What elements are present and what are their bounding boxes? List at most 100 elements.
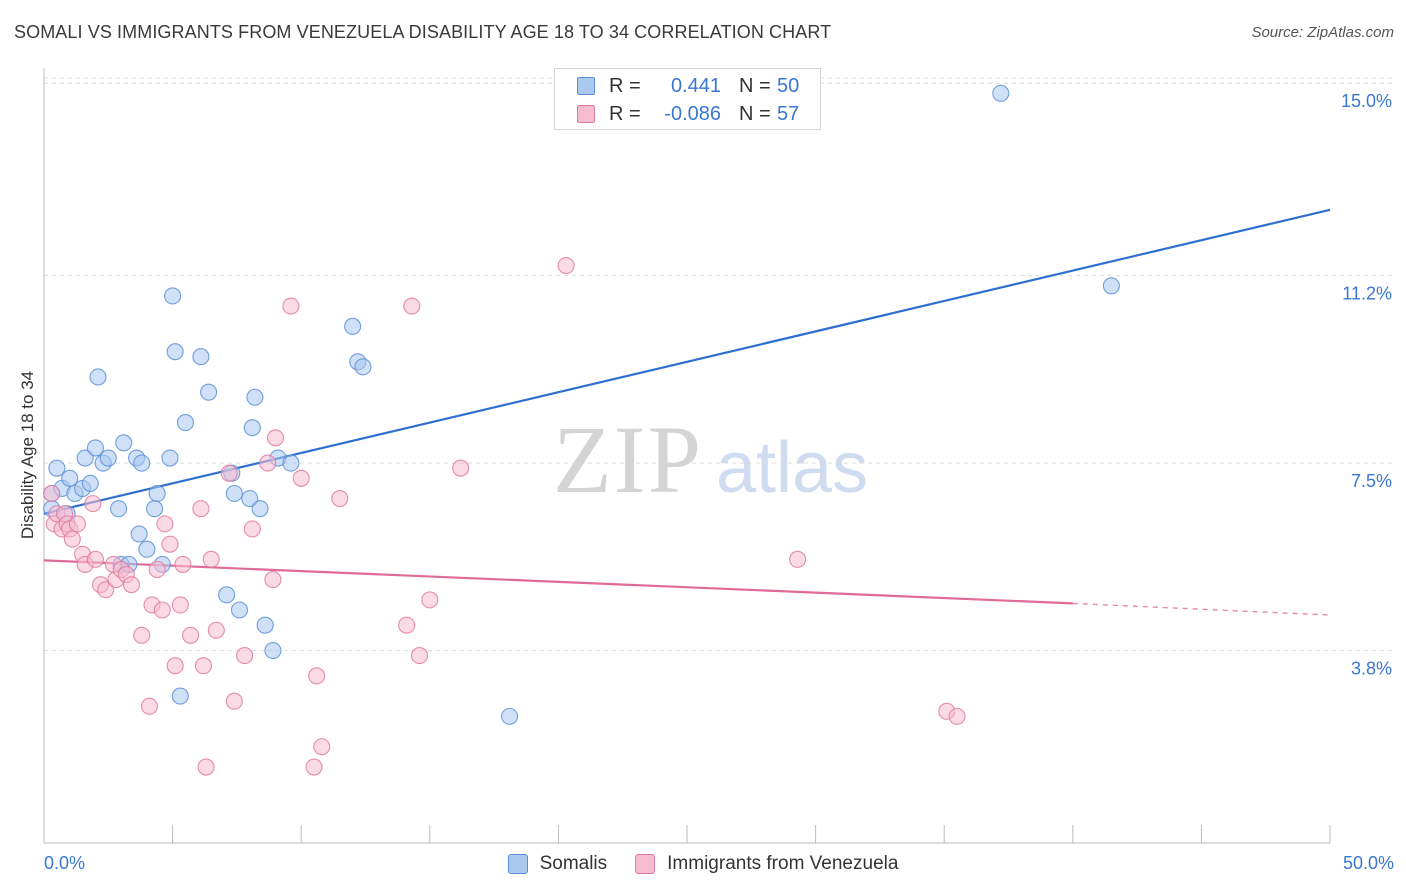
somalis-point <box>176 414 195 432</box>
somalis-point <box>148 484 166 503</box>
somalis-point <box>130 525 148 543</box>
venezuela-point <box>140 697 159 715</box>
venezuela-point <box>156 515 174 533</box>
venezuela-point <box>43 484 61 503</box>
venezuela-point <box>948 707 966 725</box>
grid-lines <box>44 77 1392 652</box>
somalis-point <box>138 540 156 558</box>
venezuela-point <box>63 530 81 548</box>
y-tick-label: 7.5% <box>1351 471 1392 491</box>
watermark-atlas: atlas <box>716 428 868 508</box>
somalis-point <box>161 449 179 467</box>
somalis-point <box>48 459 66 477</box>
somalis-point <box>243 419 261 437</box>
x-tick-label: 0.0% <box>44 853 85 873</box>
venezuela-point <box>197 758 215 776</box>
somalis-point <box>344 317 362 335</box>
venezuela-point <box>410 647 429 665</box>
somalis-point <box>218 586 236 604</box>
legend-label-somalis: Somalis <box>539 853 608 874</box>
somalis-point <box>115 434 133 452</box>
somalis-point <box>256 616 274 634</box>
venezuela-point <box>166 657 184 675</box>
y-tick-label: 3.8% <box>1351 659 1392 679</box>
venezuela-trend-line <box>43 559 1073 605</box>
legend-row-somalis: R = 0.441 N = 50 <box>555 72 807 100</box>
venezuela-point <box>68 515 86 533</box>
venezuela-trend-extension <box>1072 602 1331 616</box>
legend-swatch-venezuela <box>635 854 656 874</box>
somalis-point <box>251 500 269 518</box>
somalis-point <box>61 469 79 487</box>
venezuela-point <box>266 429 285 447</box>
venezuela-point <box>305 758 323 776</box>
chart-title: SOMALI VS IMMIGRANTS FROM VENEZUELA DISA… <box>14 22 832 42</box>
watermark: ZIP atlas <box>553 406 868 513</box>
somalis-point <box>171 687 189 705</box>
venezuela-point <box>153 601 171 619</box>
venezuela-point <box>421 591 439 609</box>
venezuela-point <box>308 667 326 685</box>
venezuela-point <box>86 550 104 568</box>
somalis-point <box>200 383 218 401</box>
source-label: Source: ZipAtlas.com <box>1251 24 1394 41</box>
venezuela-point <box>97 581 115 599</box>
venezuela-point <box>202 550 220 568</box>
venezuela-point <box>122 576 140 594</box>
somalis-point <box>1102 277 1120 295</box>
venezuela-point <box>84 495 102 513</box>
legend-r-value: 0.441 <box>670 74 721 97</box>
y-tick-label: 15.0% <box>1341 91 1392 111</box>
legend-swatch-venezuela <box>577 105 595 123</box>
legend-swatch-somalis <box>507 854 528 874</box>
somalis-trend-line <box>43 208 1331 515</box>
somalis-point <box>192 348 210 366</box>
somalis-point <box>76 449 94 467</box>
watermark-zip: ZIP <box>553 406 703 513</box>
legend-r-label: R = <box>609 74 641 97</box>
venezuela-point <box>403 297 421 315</box>
venezuela-point <box>174 555 192 573</box>
venezuela-point <box>259 454 277 472</box>
tick-labels: 3.8% 7.5% 11.2% 15.0% 0.0% 50.0% <box>44 91 1394 873</box>
series-legend: Somalis Immigrants from Venezuela <box>0 852 1406 876</box>
venezuela-point <box>148 560 166 579</box>
somalis-point <box>86 439 104 457</box>
legend-r-value: -0.086 <box>664 102 721 125</box>
correlation-legend: R = 0.441 N = 50 R = -0.086 N = 57 <box>554 68 821 130</box>
y-tick-label: 11.2% <box>1342 284 1392 304</box>
venezuela-point <box>207 621 225 639</box>
legend-n-value: 50 <box>777 74 800 97</box>
legend-n-value: 57 <box>777 102 800 125</box>
x-tick-label: 50.0% <box>1343 853 1394 873</box>
venezuela-point <box>264 571 282 589</box>
legend-label-venezuela: Immigrants from Venezuela <box>667 853 899 874</box>
axes <box>43 68 1331 844</box>
venezuela-point <box>557 256 575 275</box>
venezuela-point <box>243 520 261 538</box>
y-axis-label: Disability Age 18 to 34 <box>18 370 37 540</box>
legend-r-label: R = <box>609 102 641 125</box>
data-points <box>43 84 1120 776</box>
trend-lines <box>43 208 1331 616</box>
somalis-point <box>992 84 1010 102</box>
somalis-point <box>164 287 182 305</box>
venezuela-point <box>171 596 189 614</box>
somalis-point <box>133 454 151 472</box>
venezuela-point <box>789 550 807 568</box>
somalis-point <box>246 388 264 406</box>
legend-row-venezuela: R = -0.086 N = 57 <box>555 100 807 128</box>
somalis-point <box>282 454 300 472</box>
somalis-point <box>146 500 164 518</box>
venezuela-point <box>398 616 416 634</box>
legend-item-somalis: Somalis <box>507 853 608 875</box>
venezuela-point <box>161 535 179 553</box>
somalis-point <box>241 490 259 508</box>
somalis-point <box>99 449 117 467</box>
venezuela-point <box>452 459 470 477</box>
legend-n-label: N = <box>739 74 771 97</box>
legend-item-venezuela: Immigrants from Venezuela <box>635 853 898 875</box>
somalis-point <box>500 707 519 725</box>
venezuela-point <box>182 626 200 644</box>
somalis-point <box>81 474 99 492</box>
